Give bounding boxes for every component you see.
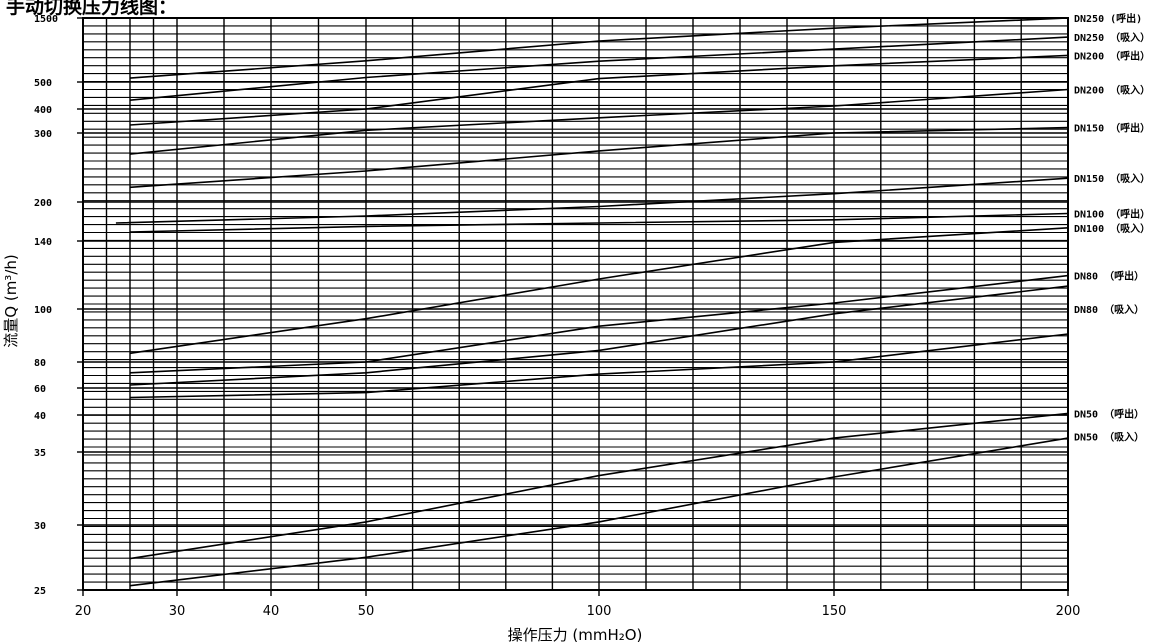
series-label: DN80 （呼出）: [1074, 270, 1144, 283]
series-label: DN250 (呼出): [1074, 12, 1142, 25]
series-curve: [129, 36, 1069, 101]
x-tick-label: 150: [822, 604, 847, 619]
x-tick-label: 200: [1056, 604, 1081, 619]
series-curve: [129, 126, 1069, 189]
y-tick-label: 30: [34, 521, 46, 532]
x-tick-label: 20: [75, 604, 92, 619]
y-tick-labels: 1500 500 400 300 200 140 100 80 60 40 35 30 25: [34, 14, 83, 597]
y-axis-title: 流量Q (m³/h): [2, 254, 20, 347]
chart-title: 手动切换压力线图：: [6, 0, 178, 18]
series-label: DN200 （呼出）: [1074, 49, 1150, 62]
y-tick-label: 1500: [34, 14, 58, 25]
y-tick-label: 80: [34, 358, 46, 369]
y-tick-label: 100: [34, 305, 52, 316]
series-label: DN200 （吸入）: [1074, 83, 1150, 96]
series-curve: [129, 227, 1069, 355]
series-curve: [129, 437, 1069, 587]
y-tick-label: 140: [34, 237, 52, 248]
y-tick-label: 60: [34, 384, 46, 395]
series-curve: [115, 177, 1069, 224]
series-label: DN80 （吸入）: [1074, 303, 1144, 316]
x-tick-label: 50: [358, 604, 375, 619]
x-tick-label: 30: [169, 604, 186, 619]
y-tick-label: 35: [34, 448, 46, 459]
y-tick-label: 300: [34, 129, 52, 140]
series-label: DN100 （吸入）: [1074, 222, 1150, 235]
series-curve: [129, 17, 1069, 79]
x-tick-label: 100: [587, 604, 612, 619]
series-labels: DN250 (呼出) DN250 （吸入） DN200 （呼出） DN200 （吸入）…: [1074, 12, 1150, 444]
y-tick-label: 500: [34, 78, 52, 89]
x-tick-label: 40: [263, 604, 280, 619]
series-label: DN150 （呼出）: [1074, 122, 1150, 135]
series-label: DN50 （吸入）: [1074, 431, 1144, 444]
y-tick-label: 200: [34, 198, 52, 209]
y-tick-label: 40: [34, 411, 46, 422]
series-curve: [129, 274, 1069, 374]
series-label: DN150 （吸入）: [1074, 172, 1150, 185]
series-label: DN250 （吸入）: [1074, 31, 1150, 44]
series-label: DN50 （呼出）: [1074, 407, 1144, 420]
series-curve: [129, 412, 1069, 560]
series-curve: [129, 88, 1069, 155]
series-curve: [129, 212, 1069, 233]
y-tick-label: 400: [34, 105, 52, 116]
series-curve: [129, 285, 1069, 386]
series-label: DN100 （呼出）: [1074, 208, 1150, 221]
series-curve: [129, 54, 1069, 126]
x-axis-title: 操作压力 (mmH₂O): [508, 626, 643, 644]
series-lines: [115, 17, 1069, 587]
series-curve: [129, 333, 1069, 399]
plot-frame: [82, 17, 1069, 591]
x-tick-labels: 20 30 40 50 100 150 200: [75, 590, 1081, 619]
y-tick-label: 25: [34, 586, 46, 597]
